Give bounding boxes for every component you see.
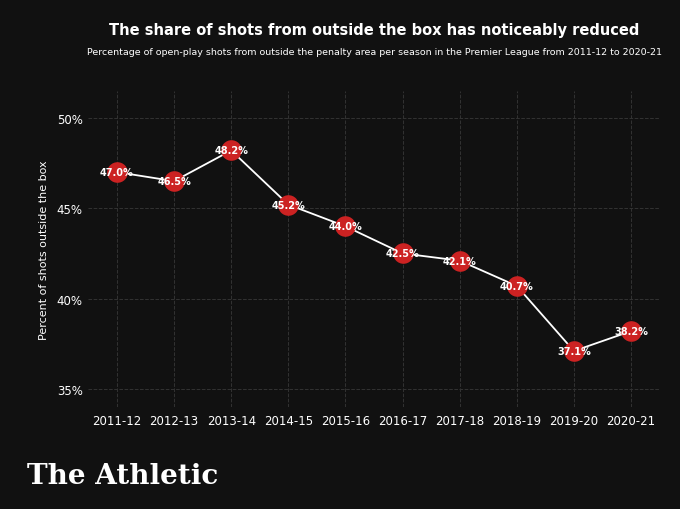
Text: 47.0%: 47.0%	[100, 168, 134, 178]
Y-axis label: Percent of shots outside the box: Percent of shots outside the box	[39, 160, 48, 339]
Point	[511, 282, 522, 291]
Text: 42.5%: 42.5%	[386, 249, 420, 259]
Point	[626, 327, 636, 335]
Text: 44.0%: 44.0%	[328, 222, 362, 232]
Text: The Athletic: The Athletic	[27, 462, 218, 489]
Text: 40.7%: 40.7%	[500, 281, 534, 291]
Point	[112, 168, 122, 177]
Point	[226, 147, 237, 155]
Point	[283, 201, 294, 209]
Text: 37.1%: 37.1%	[557, 346, 591, 356]
Text: 45.2%: 45.2%	[271, 200, 305, 210]
Text: 38.2%: 38.2%	[614, 326, 648, 336]
Text: The share of shots from outside the box has noticeably reduced: The share of shots from outside the box …	[109, 23, 639, 38]
Point	[568, 347, 579, 355]
Text: Percentage of open-play shots from outside the penalty area per season in the Pr: Percentage of open-play shots from outsi…	[86, 48, 662, 58]
Text: 46.5%: 46.5%	[157, 177, 191, 187]
Text: 48.2%: 48.2%	[214, 146, 248, 156]
Text: 42.1%: 42.1%	[443, 256, 477, 266]
Point	[169, 178, 180, 186]
Point	[454, 257, 465, 265]
Point	[340, 223, 351, 231]
Point	[397, 250, 408, 258]
